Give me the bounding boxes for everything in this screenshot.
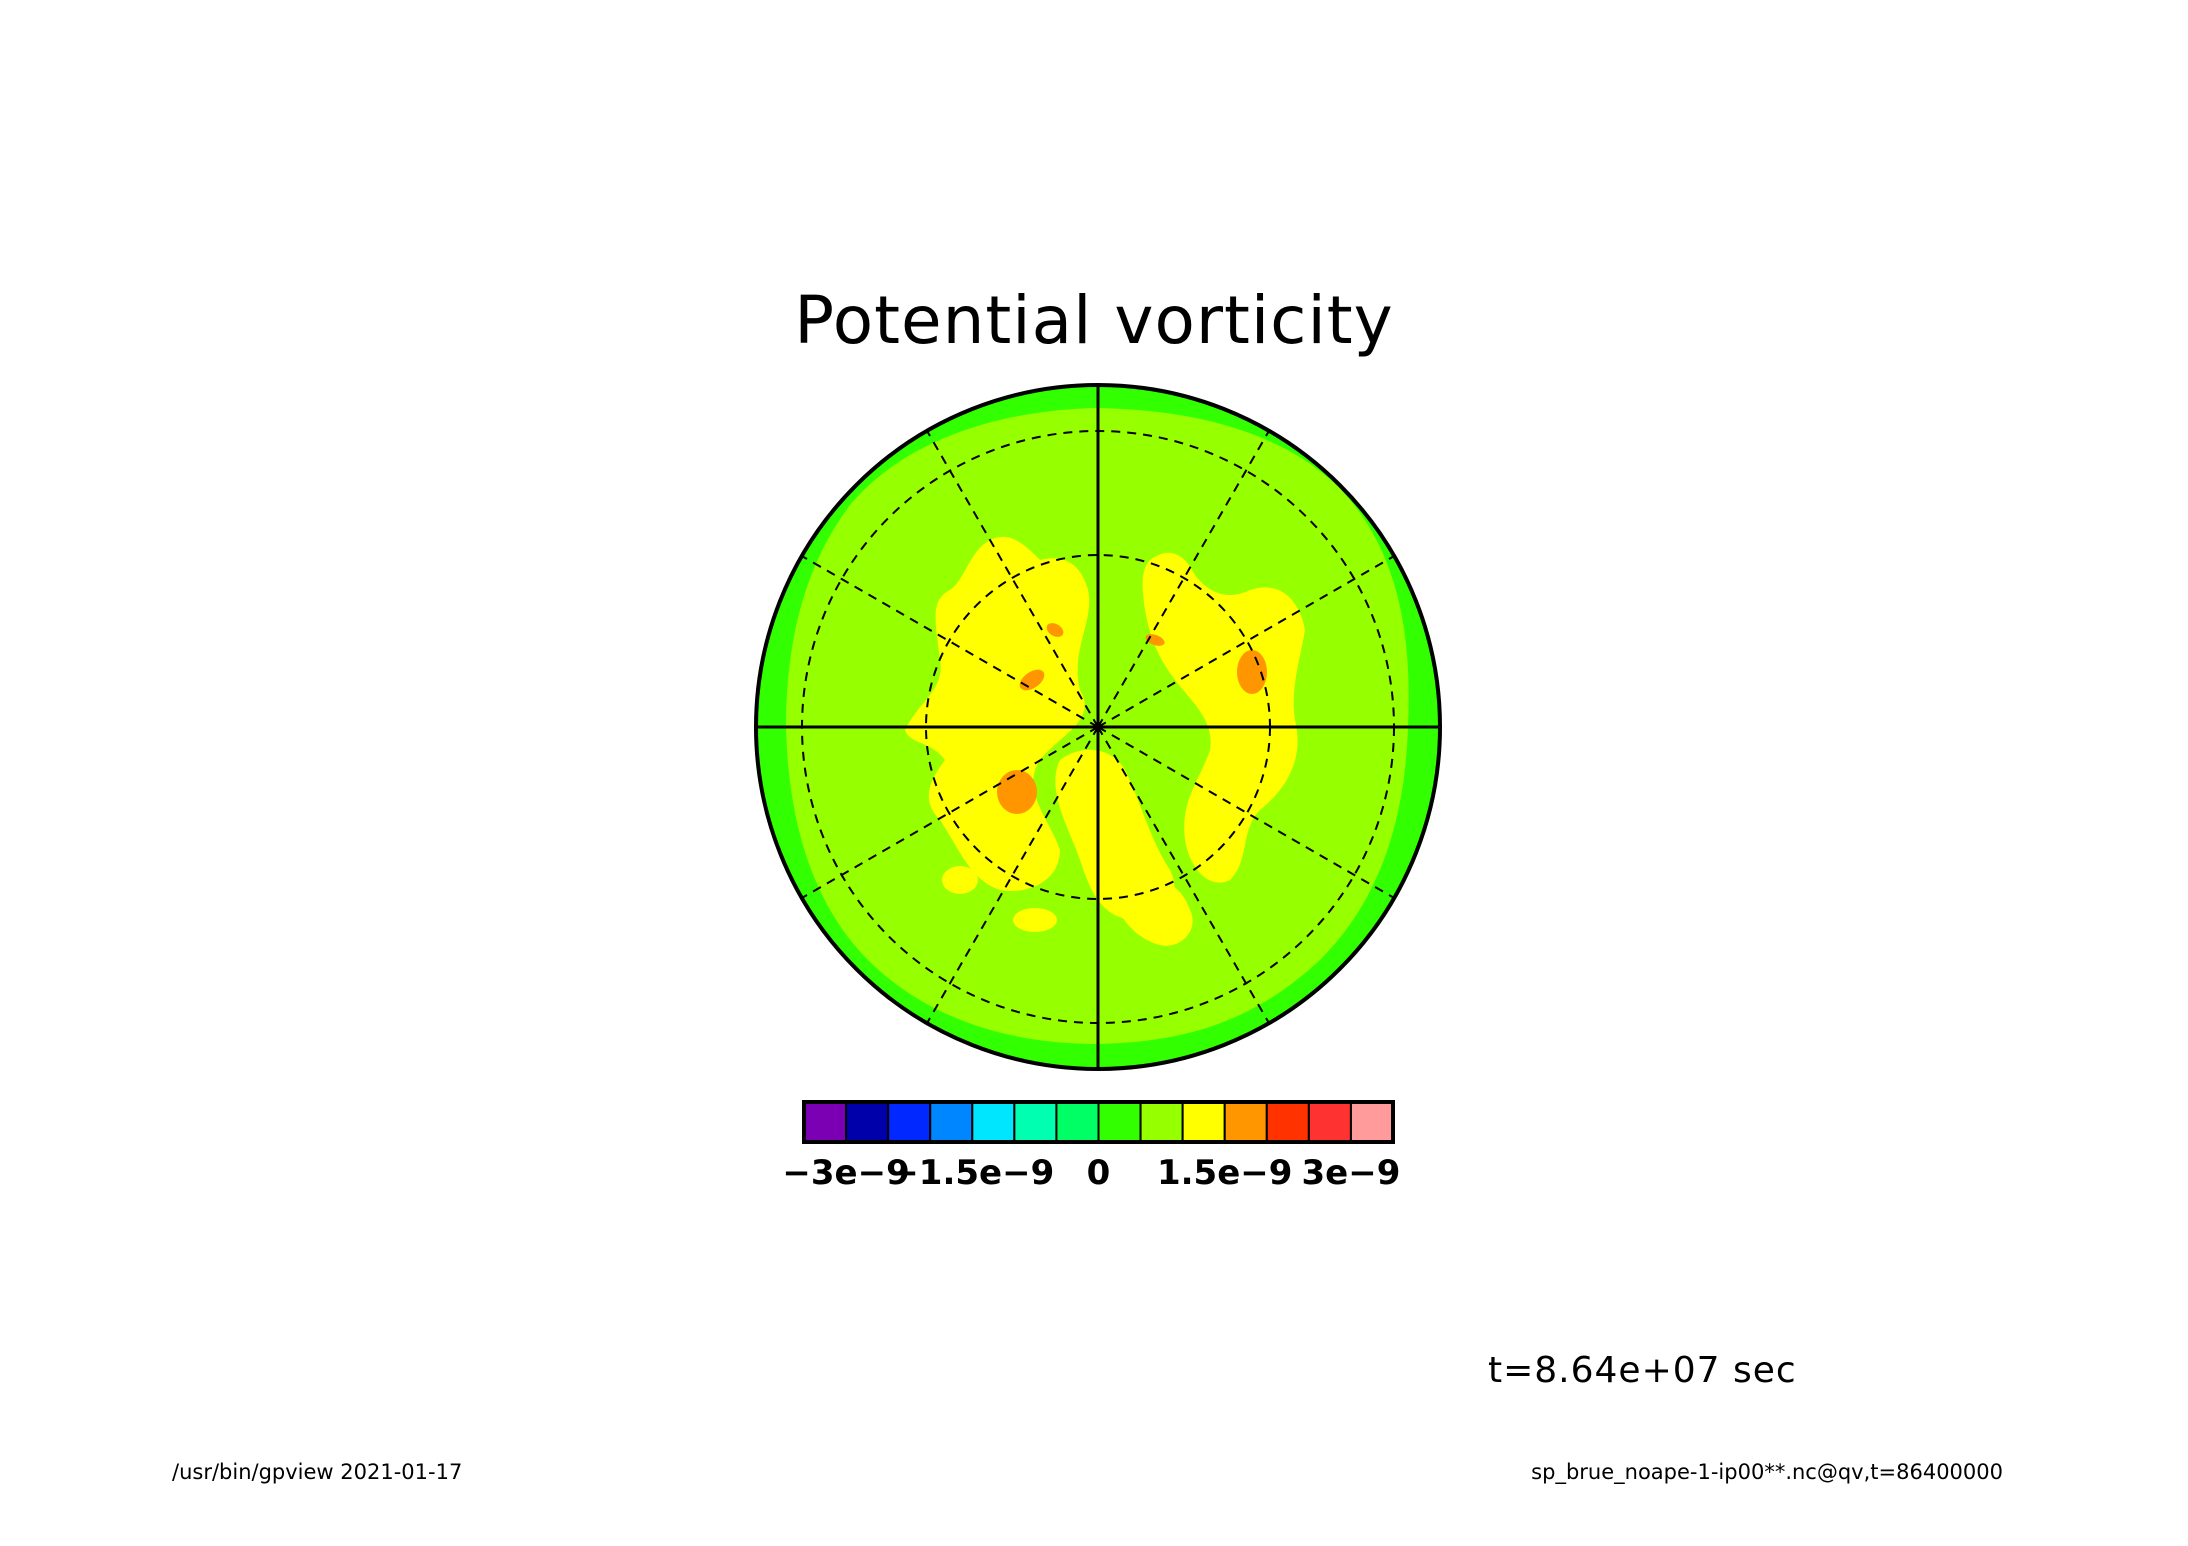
time-label: t=8.64e+07 sec [1488, 1350, 1797, 1391]
contour-yellow-small-2 [942, 866, 978, 894]
colorbar-swatch [1223, 1101, 1268, 1143]
chart-title: Potential vorticity [794, 282, 1394, 359]
meridian-line [926, 726, 1099, 1024]
meridian-line [801, 726, 1099, 899]
contour-orange-4 [1046, 623, 1064, 637]
plot-border [754, 383, 1442, 1071]
colorbar-swatch [1181, 1101, 1226, 1143]
colorbar-tick-label: −1.5e−9 [890, 1153, 1054, 1193]
contour-yellow-small-1 [1013, 908, 1057, 932]
colorbar-swatch [1055, 1101, 1100, 1143]
colorbar-tick-label: 3e−9 [1301, 1153, 1400, 1193]
colorbar-swatch [845, 1101, 890, 1143]
colorbar-swatch [1265, 1101, 1310, 1143]
colorbar: −3e−9−1.5e−9 0 1.5e−9 3e−9 [782, 1100, 1400, 1193]
colorbar-swatch [1097, 1101, 1142, 1143]
meridian-lines [801, 430, 1395, 1024]
colorbar-swatch [1349, 1101, 1395, 1143]
contour-yellow-south [1112, 876, 1193, 946]
meridian-line [1097, 430, 1270, 728]
colorbar-swatch [1013, 1101, 1058, 1143]
colorbar-tick-label: −3e−9 [782, 1153, 909, 1193]
footer-program: /usr/bin/gpview 2021-01-17 [172, 1460, 463, 1484]
meridian-line [1097, 555, 1395, 728]
colorbar-frame [802, 1100, 1395, 1144]
meridian-line [1097, 726, 1270, 1024]
colorbar-swatch [1139, 1101, 1184, 1143]
colorbar-swatch [1307, 1101, 1352, 1143]
meridian-line [801, 555, 1099, 728]
colorbar-swatch [887, 1101, 932, 1143]
colorbar-tick-label: 1.5e−9 [1157, 1153, 1292, 1193]
colorbar-swatch [971, 1101, 1016, 1143]
meridian-line [1097, 726, 1395, 899]
colorbar-swatch [929, 1101, 974, 1143]
contour-yellow-east [1142, 552, 1305, 883]
contour-orange-1 [997, 770, 1037, 814]
colorbar-swatch [803, 1101, 848, 1143]
meridian-line [926, 430, 1099, 728]
contour-yellow-west [905, 536, 1090, 891]
colorbar-tick-label: 0 [1087, 1153, 1111, 1193]
footer-source: sp_brue_noape-1-ip00**.nc@qv,t=86400000 [1531, 1460, 2003, 1484]
contour-orange-2 [1237, 650, 1267, 694]
